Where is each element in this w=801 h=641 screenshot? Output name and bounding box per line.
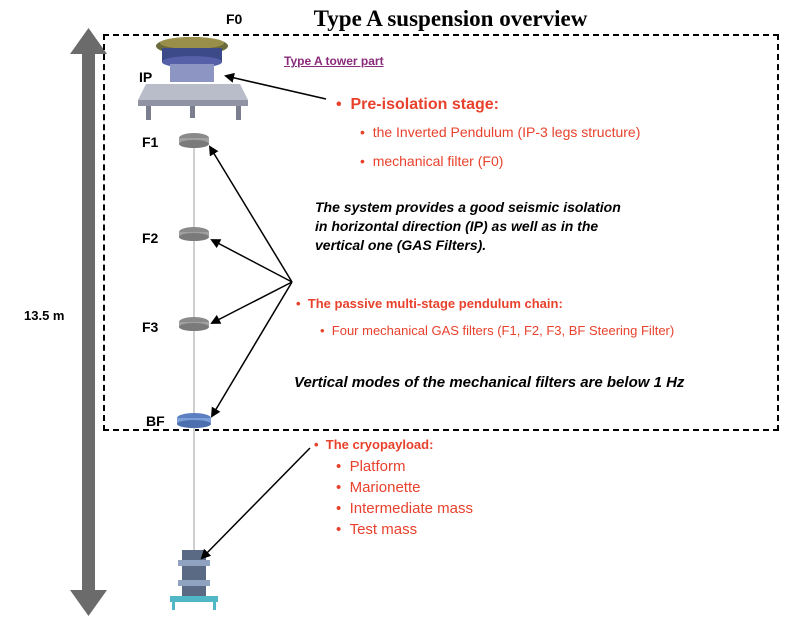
cryopayload-item: • Intermediate mass (336, 500, 473, 517)
tower-part-link[interactable]: Type A tower part (284, 54, 384, 68)
stage-label-f1: F1 (142, 134, 159, 150)
cryopayload-item: • Test mass (336, 521, 418, 538)
page-title: Type A suspension overview (313, 6, 588, 31)
pendulum-chain-heading: • The passive multi-stage pendulum chain… (296, 296, 563, 311)
bullet-icon: • (336, 458, 350, 475)
ip-platform-icon (138, 64, 248, 120)
bullet-icon: • (296, 296, 308, 311)
vertical-modes-note: Vertical modes of the mechanical filters… (294, 374, 685, 391)
cryopayload-item: • Platform (336, 458, 406, 475)
bullet-icon: • (336, 500, 350, 517)
bullet-icon: • (360, 153, 373, 169)
bullet-icon: • (336, 521, 350, 538)
cryopayload-icon (170, 550, 218, 610)
stage-label-bf: BF (146, 413, 165, 429)
height-label: 13.5 m (24, 308, 65, 323)
bullet-icon: • (336, 96, 351, 113)
pre-isolation-heading: • Pre-isolation stage: (336, 96, 499, 113)
bf-filter-icon (177, 413, 211, 428)
bullet-icon: • (336, 479, 350, 496)
cryopayload-item: • Marionette (336, 479, 421, 496)
isolation-note-line: The system provides a good seismic isola… (315, 199, 621, 215)
bullet-icon: • (314, 437, 326, 452)
isolation-note-line: vertical one (GAS Filters). (315, 237, 487, 253)
isolation-note: The system provides a good seismic isola… (315, 198, 621, 255)
f1-filter-icon (179, 133, 209, 148)
f0-filter-icon (156, 37, 228, 68)
isolation-note-line: in horizontal direction (IP) as well as … (315, 218, 599, 234)
bullet-icon: • (320, 323, 332, 338)
stage-label-ip: IP (139, 69, 153, 85)
cryopayload-heading: • The cryopayload: (314, 437, 434, 452)
pre-isolation-item: • mechanical filter (F0) (360, 153, 504, 169)
bullet-icon: • (360, 124, 373, 140)
stage-label-f3: F3 (142, 319, 159, 335)
f2-filter-icon (179, 227, 209, 241)
stage-label-f0: F0 (226, 11, 243, 27)
pendulum-chain-item: • Four mechanical GAS filters (F1, F2, F… (320, 323, 675, 338)
cryopayload-list: • Platform • Marionette • Intermediate m… (336, 456, 473, 540)
f3-filter-icon (179, 317, 209, 331)
stage-label-f2: F2 (142, 230, 159, 246)
pre-isolation-item: • the Inverted Pendulum (IP-3 legs struc… (360, 124, 641, 140)
tower-part-frame (103, 34, 779, 431)
